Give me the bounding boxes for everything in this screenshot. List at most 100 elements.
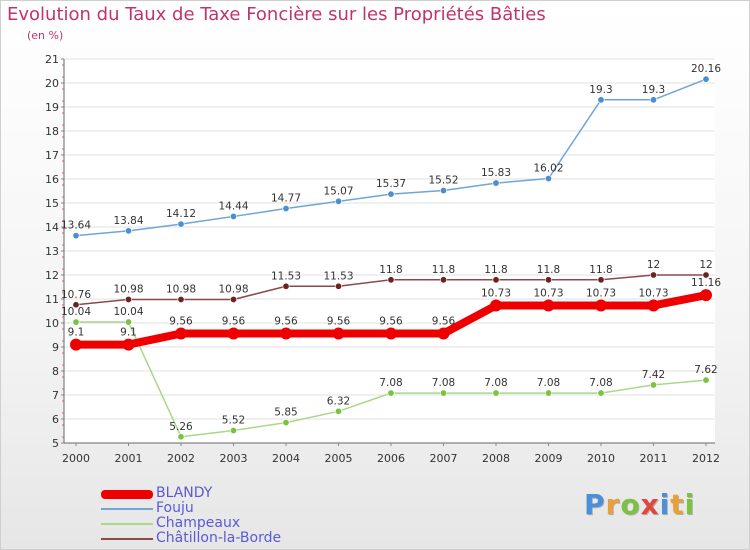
data-label: 11.8 <box>484 264 507 276</box>
data-label: 12 <box>647 259 660 271</box>
data-point <box>492 389 500 397</box>
legend-swatch <box>101 490 153 499</box>
data-label: 12 <box>699 259 712 271</box>
data-point <box>125 295 133 303</box>
data-label: 9.56 <box>327 316 351 328</box>
data-label: 5.26 <box>169 421 193 433</box>
data-label: 10.98 <box>113 283 143 295</box>
data-label: 9.1 <box>68 327 85 339</box>
data-label: 10.98 <box>166 283 196 295</box>
data-label: 7.08 <box>484 377 507 389</box>
data-point <box>282 282 290 290</box>
data-point <box>334 282 342 290</box>
y-tick-label: 16 <box>45 173 59 186</box>
logo-letter: i <box>659 488 671 521</box>
x-tick-label: 2000 <box>62 452 90 465</box>
y-tick-label: 21 <box>45 53 59 66</box>
data-point <box>439 276 447 284</box>
data-label: 7.62 <box>694 364 717 376</box>
data-label: 10.73 <box>638 287 668 299</box>
y-tick-label: 13 <box>45 245 59 258</box>
data-label: 11.8 <box>379 264 402 276</box>
y-tick-label: 9 <box>52 341 59 354</box>
data-label: 10.73 <box>481 287 511 299</box>
data-label: 10.04 <box>113 306 143 318</box>
data-label: 11.53 <box>323 270 353 282</box>
data-label: 10.73 <box>586 287 616 299</box>
data-point <box>334 197 342 205</box>
data-point <box>647 299 660 312</box>
legend-swatch <box>101 508 153 510</box>
data-point <box>595 299 607 312</box>
x-tick-label: 2005 <box>325 452 353 465</box>
proxiti-logo: Proxiti <box>584 488 695 521</box>
y-tick-label: 15 <box>45 197 59 210</box>
data-point <box>437 327 450 340</box>
data-label: 13.84 <box>113 215 143 227</box>
data-label: 20.16 <box>691 63 721 75</box>
data-label: 11.53 <box>271 270 301 282</box>
data-label: 9.56 <box>274 316 298 328</box>
data-point <box>544 276 552 284</box>
y-tick-label: 11 <box>45 293 59 306</box>
data-point <box>700 289 712 302</box>
data-point <box>385 327 397 340</box>
y-tick-label: 14 <box>45 221 59 234</box>
data-point <box>122 338 135 351</box>
data-label: 9.56 <box>169 316 193 328</box>
data-label: 14.44 <box>218 200 248 212</box>
data-label: 14.77 <box>271 193 301 205</box>
data-point <box>125 227 133 235</box>
data-label: 15.07 <box>323 185 353 197</box>
data-label: 9.56 <box>379 316 403 328</box>
legend-label: Champeaux <box>156 515 241 531</box>
y-tick-label: 12 <box>45 269 59 282</box>
data-point <box>439 187 447 195</box>
data-point <box>542 299 555 312</box>
data-point <box>125 318 133 326</box>
data-point <box>72 301 80 309</box>
legend-label: Châtillon-la-Borde <box>156 530 282 546</box>
data-point <box>702 75 710 83</box>
y-tick-label: 6 <box>52 413 59 426</box>
y-tick-label: 20 <box>45 77 59 90</box>
logo-letter: t <box>670 488 685 521</box>
data-label: 14.12 <box>166 208 196 220</box>
y-tick-label: 8 <box>52 365 59 378</box>
legend-swatch <box>101 538 153 540</box>
data-point <box>230 212 238 220</box>
logo-letter: i <box>684 488 696 521</box>
data-point <box>175 327 187 340</box>
y-tick-label: 10 <box>45 317 59 330</box>
x-tick-label: 2011 <box>640 452 668 465</box>
data-point <box>649 381 657 389</box>
data-label: 11.8 <box>537 264 560 276</box>
data-point <box>387 190 395 198</box>
data-point <box>282 419 290 427</box>
data-label: 9.56 <box>432 316 456 328</box>
data-point <box>230 427 238 435</box>
legend-label: Fouju <box>156 500 194 516</box>
data-point <box>597 276 605 284</box>
data-label: 11.8 <box>589 264 612 276</box>
x-tick-label: 2006 <box>377 452 405 465</box>
data-point <box>702 271 710 279</box>
x-tick-label: 2009 <box>535 452 563 465</box>
data-label: 15.52 <box>428 175 458 187</box>
legend-label: BLANDY <box>156 485 213 501</box>
data-point <box>70 338 82 351</box>
data-label: 5.85 <box>274 407 297 419</box>
data-point <box>702 376 710 384</box>
data-point <box>72 318 80 326</box>
data-label: 19.3 <box>589 84 612 96</box>
data-label: 11.16 <box>691 277 721 289</box>
logo-letter: x <box>640 488 660 521</box>
data-label: 7.42 <box>642 369 665 381</box>
data-label: 15.83 <box>481 167 511 179</box>
logo-letter: r <box>605 488 621 521</box>
data-label: 6.32 <box>327 395 350 407</box>
legend-swatch <box>101 523 153 525</box>
data-point <box>387 389 395 397</box>
data-label: 9.1 <box>120 327 137 339</box>
x-tick-label: 2002 <box>167 452 195 465</box>
